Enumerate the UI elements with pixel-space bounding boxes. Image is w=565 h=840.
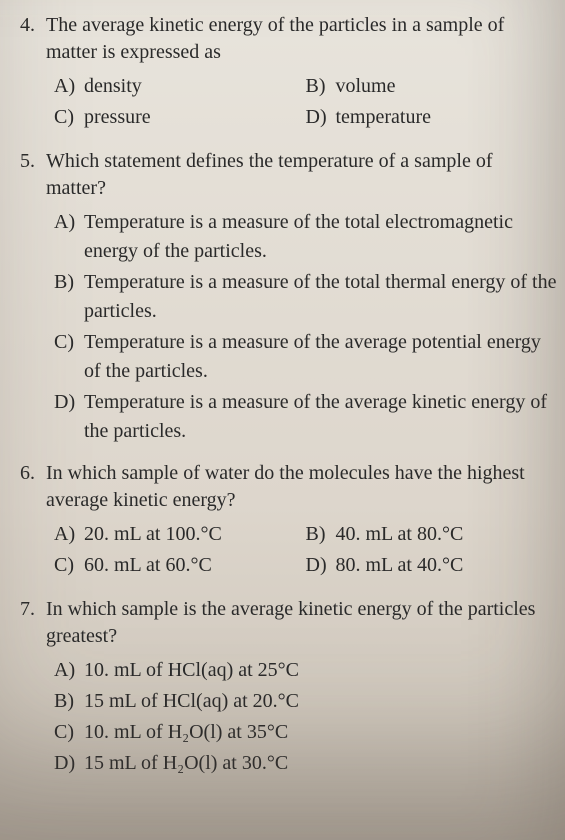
- question-number: 6.: [20, 460, 46, 514]
- question-text: In which sample is the average kinetic e…: [46, 596, 557, 650]
- question-7-options: A) 10. mL of HCl(aq) at 25°C B) 15 mL of…: [20, 656, 557, 778]
- option-letter: C): [54, 551, 84, 580]
- option-text: Temperature is a measure of the total el…: [84, 208, 557, 266]
- question-number: 7.: [20, 596, 46, 650]
- option-letter: C): [54, 328, 84, 386]
- option-text: temperature: [336, 103, 558, 132]
- question-6-options: A) 20. mL at 100.°C B) 40. mL at 80.°C C…: [20, 520, 557, 582]
- question-text: The average kinetic energy of the partic…: [46, 12, 557, 66]
- option-c: C) pressure: [54, 103, 306, 132]
- option-letter: A): [54, 208, 84, 266]
- option-b: B) 40. mL at 80.°C: [306, 520, 558, 549]
- option-letter: B): [54, 268, 84, 326]
- option-a: A) 20. mL at 100.°C: [54, 520, 306, 549]
- question-5: 5. Which statement defines the temperatu…: [20, 148, 557, 446]
- option-a: A) Temperature is a measure of the total…: [54, 208, 557, 266]
- option-text: volume: [336, 72, 558, 101]
- option-c: C) 10. mL of H₂O(l) at 35°C: [54, 718, 557, 747]
- option-text: 15 mL of H₂O(l) at 30.°C: [84, 749, 557, 778]
- option-b: B) volume: [306, 72, 558, 101]
- option-letter: B): [306, 520, 336, 549]
- question-5-stem: 5. Which statement defines the temperatu…: [20, 148, 557, 202]
- question-text: In which sample of water do the molecule…: [46, 460, 557, 514]
- option-letter: C): [54, 103, 84, 132]
- option-text: 10. mL of H₂O(l) at 35°C: [84, 718, 557, 747]
- option-c: C) Temperature is a measure of the avera…: [54, 328, 557, 386]
- option-text: Temperature is a measure of the total th…: [84, 268, 557, 326]
- question-6-stem: 6. In which sample of water do the molec…: [20, 460, 557, 514]
- option-letter: D): [54, 749, 84, 778]
- option-letter: D): [54, 388, 84, 446]
- question-4-stem: 4. The average kinetic energy of the par…: [20, 12, 557, 66]
- option-text: 15 mL of HCl(aq) at 20.°C: [84, 687, 557, 716]
- option-text: density: [84, 72, 306, 101]
- option-text: 20. mL at 100.°C: [84, 520, 306, 549]
- question-number: 4.: [20, 12, 46, 66]
- question-4-options: A) density B) volume C) pressure D) temp…: [20, 72, 557, 134]
- option-a: A) 10. mL of HCl(aq) at 25°C: [54, 656, 557, 685]
- option-text: Temperature is a measure of the average …: [84, 328, 557, 386]
- option-a: A) density: [54, 72, 306, 101]
- option-text: 40. mL at 80.°C: [336, 520, 558, 549]
- question-text: Which statement defines the temperature …: [46, 148, 557, 202]
- option-d: D) 80. mL at 40.°C: [306, 551, 558, 580]
- option-c: C) 60. mL at 60.°C: [54, 551, 306, 580]
- option-letter: A): [54, 72, 84, 101]
- option-b: B) 15 mL of HCl(aq) at 20.°C: [54, 687, 557, 716]
- option-letter: B): [306, 72, 336, 101]
- option-letter: D): [306, 103, 336, 132]
- option-letter: A): [54, 520, 84, 549]
- option-text: 10. mL of HCl(aq) at 25°C: [84, 656, 557, 685]
- question-5-options: A) Temperature is a measure of the total…: [20, 208, 557, 446]
- option-text: pressure: [84, 103, 306, 132]
- option-d: D) temperature: [306, 103, 558, 132]
- question-number: 5.: [20, 148, 46, 202]
- option-d: D) Temperature is a measure of the avera…: [54, 388, 557, 446]
- option-b: B) Temperature is a measure of the total…: [54, 268, 557, 326]
- question-7: 7. In which sample is the average kineti…: [20, 596, 557, 778]
- option-text: 60. mL at 60.°C: [84, 551, 306, 580]
- option-text: Temperature is a measure of the average …: [84, 388, 557, 446]
- question-4: 4. The average kinetic energy of the par…: [20, 12, 557, 134]
- option-letter: D): [306, 551, 336, 580]
- option-text: 80. mL at 40.°C: [336, 551, 558, 580]
- option-letter: B): [54, 687, 84, 716]
- option-letter: C): [54, 718, 84, 747]
- question-6: 6. In which sample of water do the molec…: [20, 460, 557, 582]
- option-d: D) 15 mL of H₂O(l) at 30.°C: [54, 749, 557, 778]
- question-7-stem: 7. In which sample is the average kineti…: [20, 596, 557, 650]
- option-letter: A): [54, 656, 84, 685]
